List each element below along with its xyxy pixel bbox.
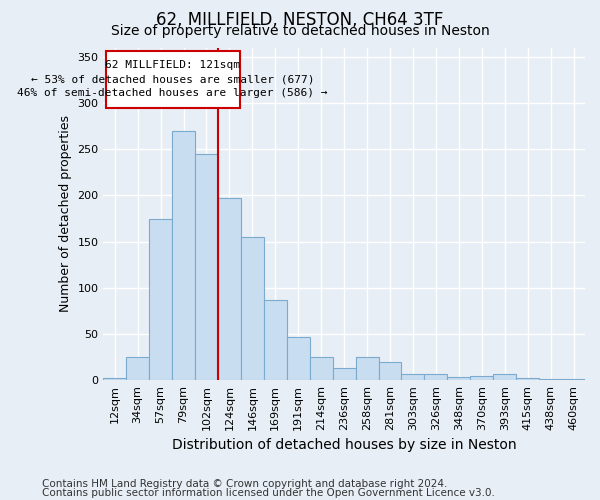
Bar	[516, 378, 539, 380]
Text: 62, MILLFIELD, NESTON, CH64 3TF: 62, MILLFIELD, NESTON, CH64 3TF	[157, 11, 443, 29]
Bar	[149, 218, 172, 380]
Bar	[448, 376, 470, 380]
Bar	[195, 154, 218, 380]
Bar	[126, 357, 149, 380]
Y-axis label: Number of detached properties: Number of detached properties	[59, 116, 72, 312]
Bar	[379, 362, 401, 380]
Text: Contains HM Land Registry data © Crown copyright and database right 2024.: Contains HM Land Registry data © Crown c…	[42, 479, 448, 489]
Bar	[470, 376, 493, 380]
Bar	[310, 357, 332, 380]
Bar	[493, 374, 516, 380]
Bar	[401, 374, 424, 380]
Bar	[332, 368, 356, 380]
Bar	[424, 374, 448, 380]
Bar	[287, 337, 310, 380]
Text: Size of property relative to detached houses in Neston: Size of property relative to detached ho…	[110, 24, 490, 38]
Bar	[218, 198, 241, 380]
FancyBboxPatch shape	[106, 51, 240, 108]
Bar	[172, 130, 195, 380]
Text: 62 MILLFIELD: 121sqm
← 53% of detached houses are smaller (677)
46% of semi-deta: 62 MILLFIELD: 121sqm ← 53% of detached h…	[17, 60, 328, 98]
Bar	[356, 357, 379, 380]
Text: Contains public sector information licensed under the Open Government Licence v3: Contains public sector information licen…	[42, 488, 495, 498]
Bar	[264, 300, 287, 380]
X-axis label: Distribution of detached houses by size in Neston: Distribution of detached houses by size …	[172, 438, 517, 452]
Bar	[103, 378, 126, 380]
Bar	[241, 237, 264, 380]
